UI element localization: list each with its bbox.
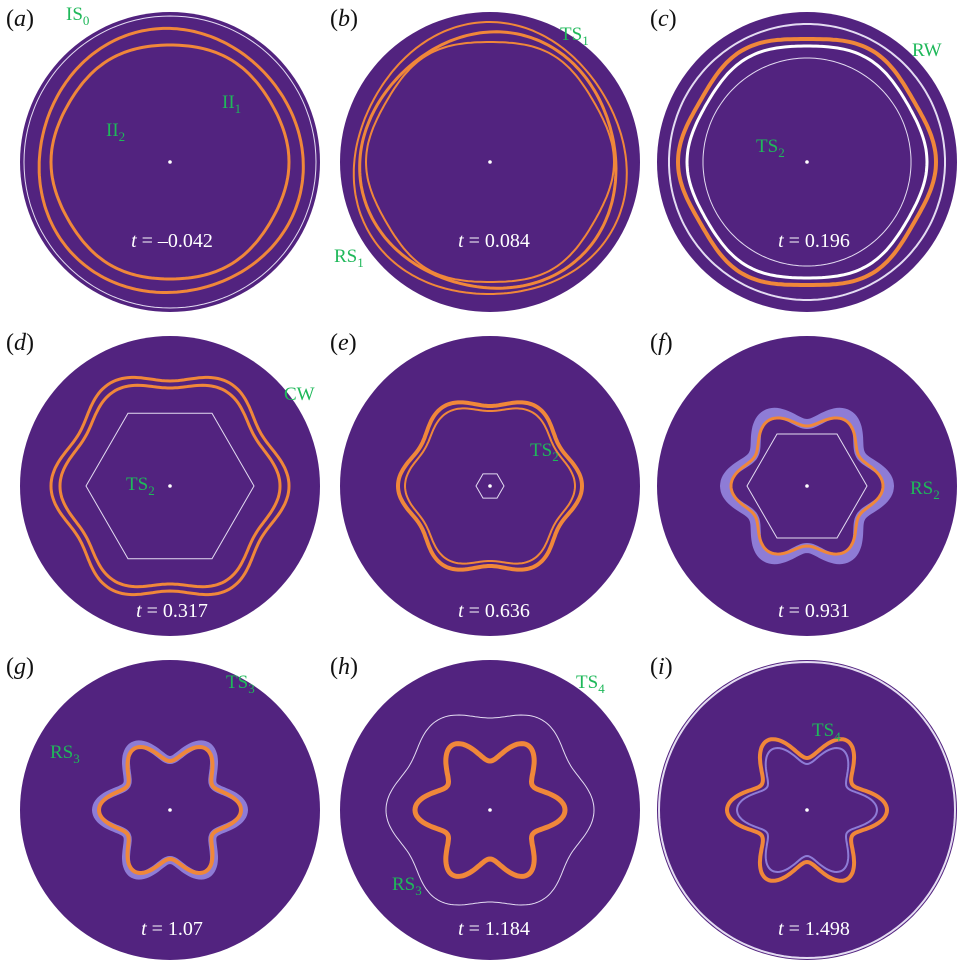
simulation-domain [20,12,320,312]
panel-h [330,650,650,970]
annotation-a-ii1: II1 [222,92,242,116]
annotation-f-rs2: RS2 [910,478,940,502]
simulation-domain [20,660,320,960]
interface-ring [96,744,244,876]
time-label-f: t = 0.931 [778,600,850,622]
simulation-domain [340,12,640,312]
annotation-c-rw: RW [912,40,942,61]
panel-label-c: (c) [650,6,677,32]
simulation-domain [340,336,640,636]
annotation-a-ii2: II2 [106,120,126,144]
center-dot [488,484,492,488]
transmitted-shock [475,473,505,499]
time-label-e: t = 0.636 [458,600,530,622]
panel-i [647,650,967,970]
interface-ring [352,21,628,295]
simulation-domain [657,660,957,960]
annotation-d-ts2: TS2 [126,474,155,498]
annotation-g-ts3: TS3 [226,672,255,696]
panel-label-d: (d) [6,330,34,356]
center-dot [805,808,809,812]
annotation-b-rs1: RS1 [334,246,364,270]
shock-ring [23,15,317,309]
transmitted-shock [746,433,868,539]
interface-ring [729,416,885,556]
annotation-a-is0: IS0 [66,4,90,28]
center-dot [488,808,492,812]
vortex-band [719,407,895,565]
interface-ring [403,407,577,565]
panel-label-i: (i) [650,654,673,680]
time-label-b: t = 0.084 [458,230,530,252]
vortex-band [735,746,879,874]
annotation-h-ts4: TS4 [576,672,605,696]
panel-g [10,650,330,970]
time-label-a: t = –0.042 [131,230,213,252]
simulation-domain [657,12,957,312]
time-label-c: t = 0.196 [778,230,850,252]
shock-ring [702,57,912,267]
center-dot [168,160,172,164]
shock-ring [385,714,595,906]
interface-ring [412,741,568,879]
panel-e [330,326,650,646]
interface-ring [395,400,585,572]
simulation-domain [20,336,320,636]
simulation-domain [657,336,957,636]
annotation-h-rs3: RS3 [392,874,422,898]
simulation-domain [340,660,640,960]
center-dot [805,484,809,488]
center-dot [168,484,172,488]
interface-ring [58,383,282,589]
interface-ring [49,375,291,597]
center-dot [488,160,492,164]
panel-label-h: (h) [330,654,358,680]
panel-d [10,326,330,646]
time-label-g: t = 1.07 [141,918,203,940]
annotation-e-ts2: TS2 [530,440,559,464]
panel-f [647,326,967,646]
shock-ring [657,660,957,960]
interface-ring [364,41,616,283]
vortex-band [91,740,249,880]
panel-label-a: (a) [6,6,34,32]
interface-ring [675,37,939,287]
annotation-b-ts1: TS1 [560,24,589,48]
panel-label-b: (b) [330,6,358,32]
time-label-i: t = 1.498 [778,918,850,940]
panel-b [330,2,650,322]
annotation-i-ts4: TS4 [812,720,841,744]
center-dot [168,808,172,812]
center-dot [805,160,809,164]
time-label-h: t = 1.184 [458,918,530,940]
panel-a [10,2,330,322]
annotation-c-ts2: TS2 [756,136,785,160]
panel-c [647,2,967,322]
shock-ring [668,23,946,301]
annotation-d-cw: CW [284,384,315,405]
panel-label-e: (e) [330,330,357,356]
annotation-g-rs3: RS3 [50,742,80,766]
interface-ring [49,43,291,281]
interface-ring [685,44,929,280]
interface-ring [724,737,890,883]
panel-label-g: (g) [6,654,34,680]
transmitted-shock [85,412,255,560]
panel-label-f: (f) [650,330,673,356]
interface-ring [358,30,618,290]
interface-ring [37,26,305,294]
time-label-d: t = 0.317 [136,600,208,622]
